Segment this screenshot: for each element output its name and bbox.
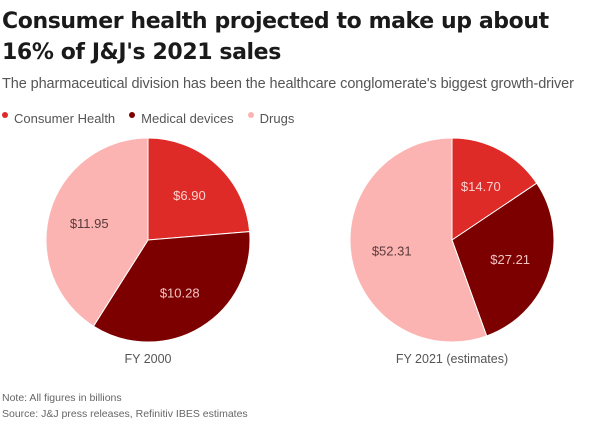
- pie-caption: FY 2021 (estimates): [396, 352, 508, 366]
- legend-item-medical-devices: Medical devices: [129, 111, 234, 126]
- slice-value-label: $11.95: [70, 216, 109, 231]
- legend-dot-icon: [247, 112, 254, 118]
- footnote-source: Source: J&J press releases, Refinitiv IB…: [2, 408, 248, 420]
- legend-label: Medical devices: [141, 111, 234, 126]
- legend: Consumer Health Medical devices Drugs: [2, 111, 308, 126]
- pie-caption: FY 2000: [124, 352, 171, 366]
- chart-title: Consumer health projected to make up abo…: [2, 9, 549, 65]
- pie-slice-consumer-health: [147, 137, 251, 241]
- pie-fy2000: $6.90 $10.28 $11.95 FY 2000: [45, 137, 251, 366]
- pie-slice-medical-devices: [451, 182, 555, 337]
- pie-slice-consumer-health: [451, 137, 538, 241]
- slice-value-label: $10.28: [160, 285, 200, 300]
- pie-fy2021: $14.70 $27.21 $52.31 FY 2021 (estimates): [349, 137, 555, 366]
- pie-slice-drugs: [45, 137, 149, 327]
- slice-value-label: $52.31: [372, 244, 412, 259]
- legend-dot-icon: [129, 112, 136, 118]
- footnote-note: Note: All figures in billions: [2, 392, 122, 404]
- legend-label: Consumer Health: [14, 111, 116, 126]
- legend-dot-icon: [2, 112, 8, 118]
- legend-label: Drugs: [259, 111, 295, 126]
- pie-slice-medical-devices: [92, 231, 251, 343]
- slice-value-label: $14.70: [461, 179, 501, 194]
- slice-value-label: $6.90: [173, 188, 206, 203]
- pie-slice-drugs: [349, 137, 488, 343]
- chart-subtitle: The pharmaceutical division has been the…: [2, 76, 574, 92]
- legend-item-drugs: Drugs: [247, 111, 295, 126]
- legend-item-consumer-health: Consumer Health: [2, 111, 115, 126]
- slice-value-label: $27.21: [490, 252, 530, 267]
